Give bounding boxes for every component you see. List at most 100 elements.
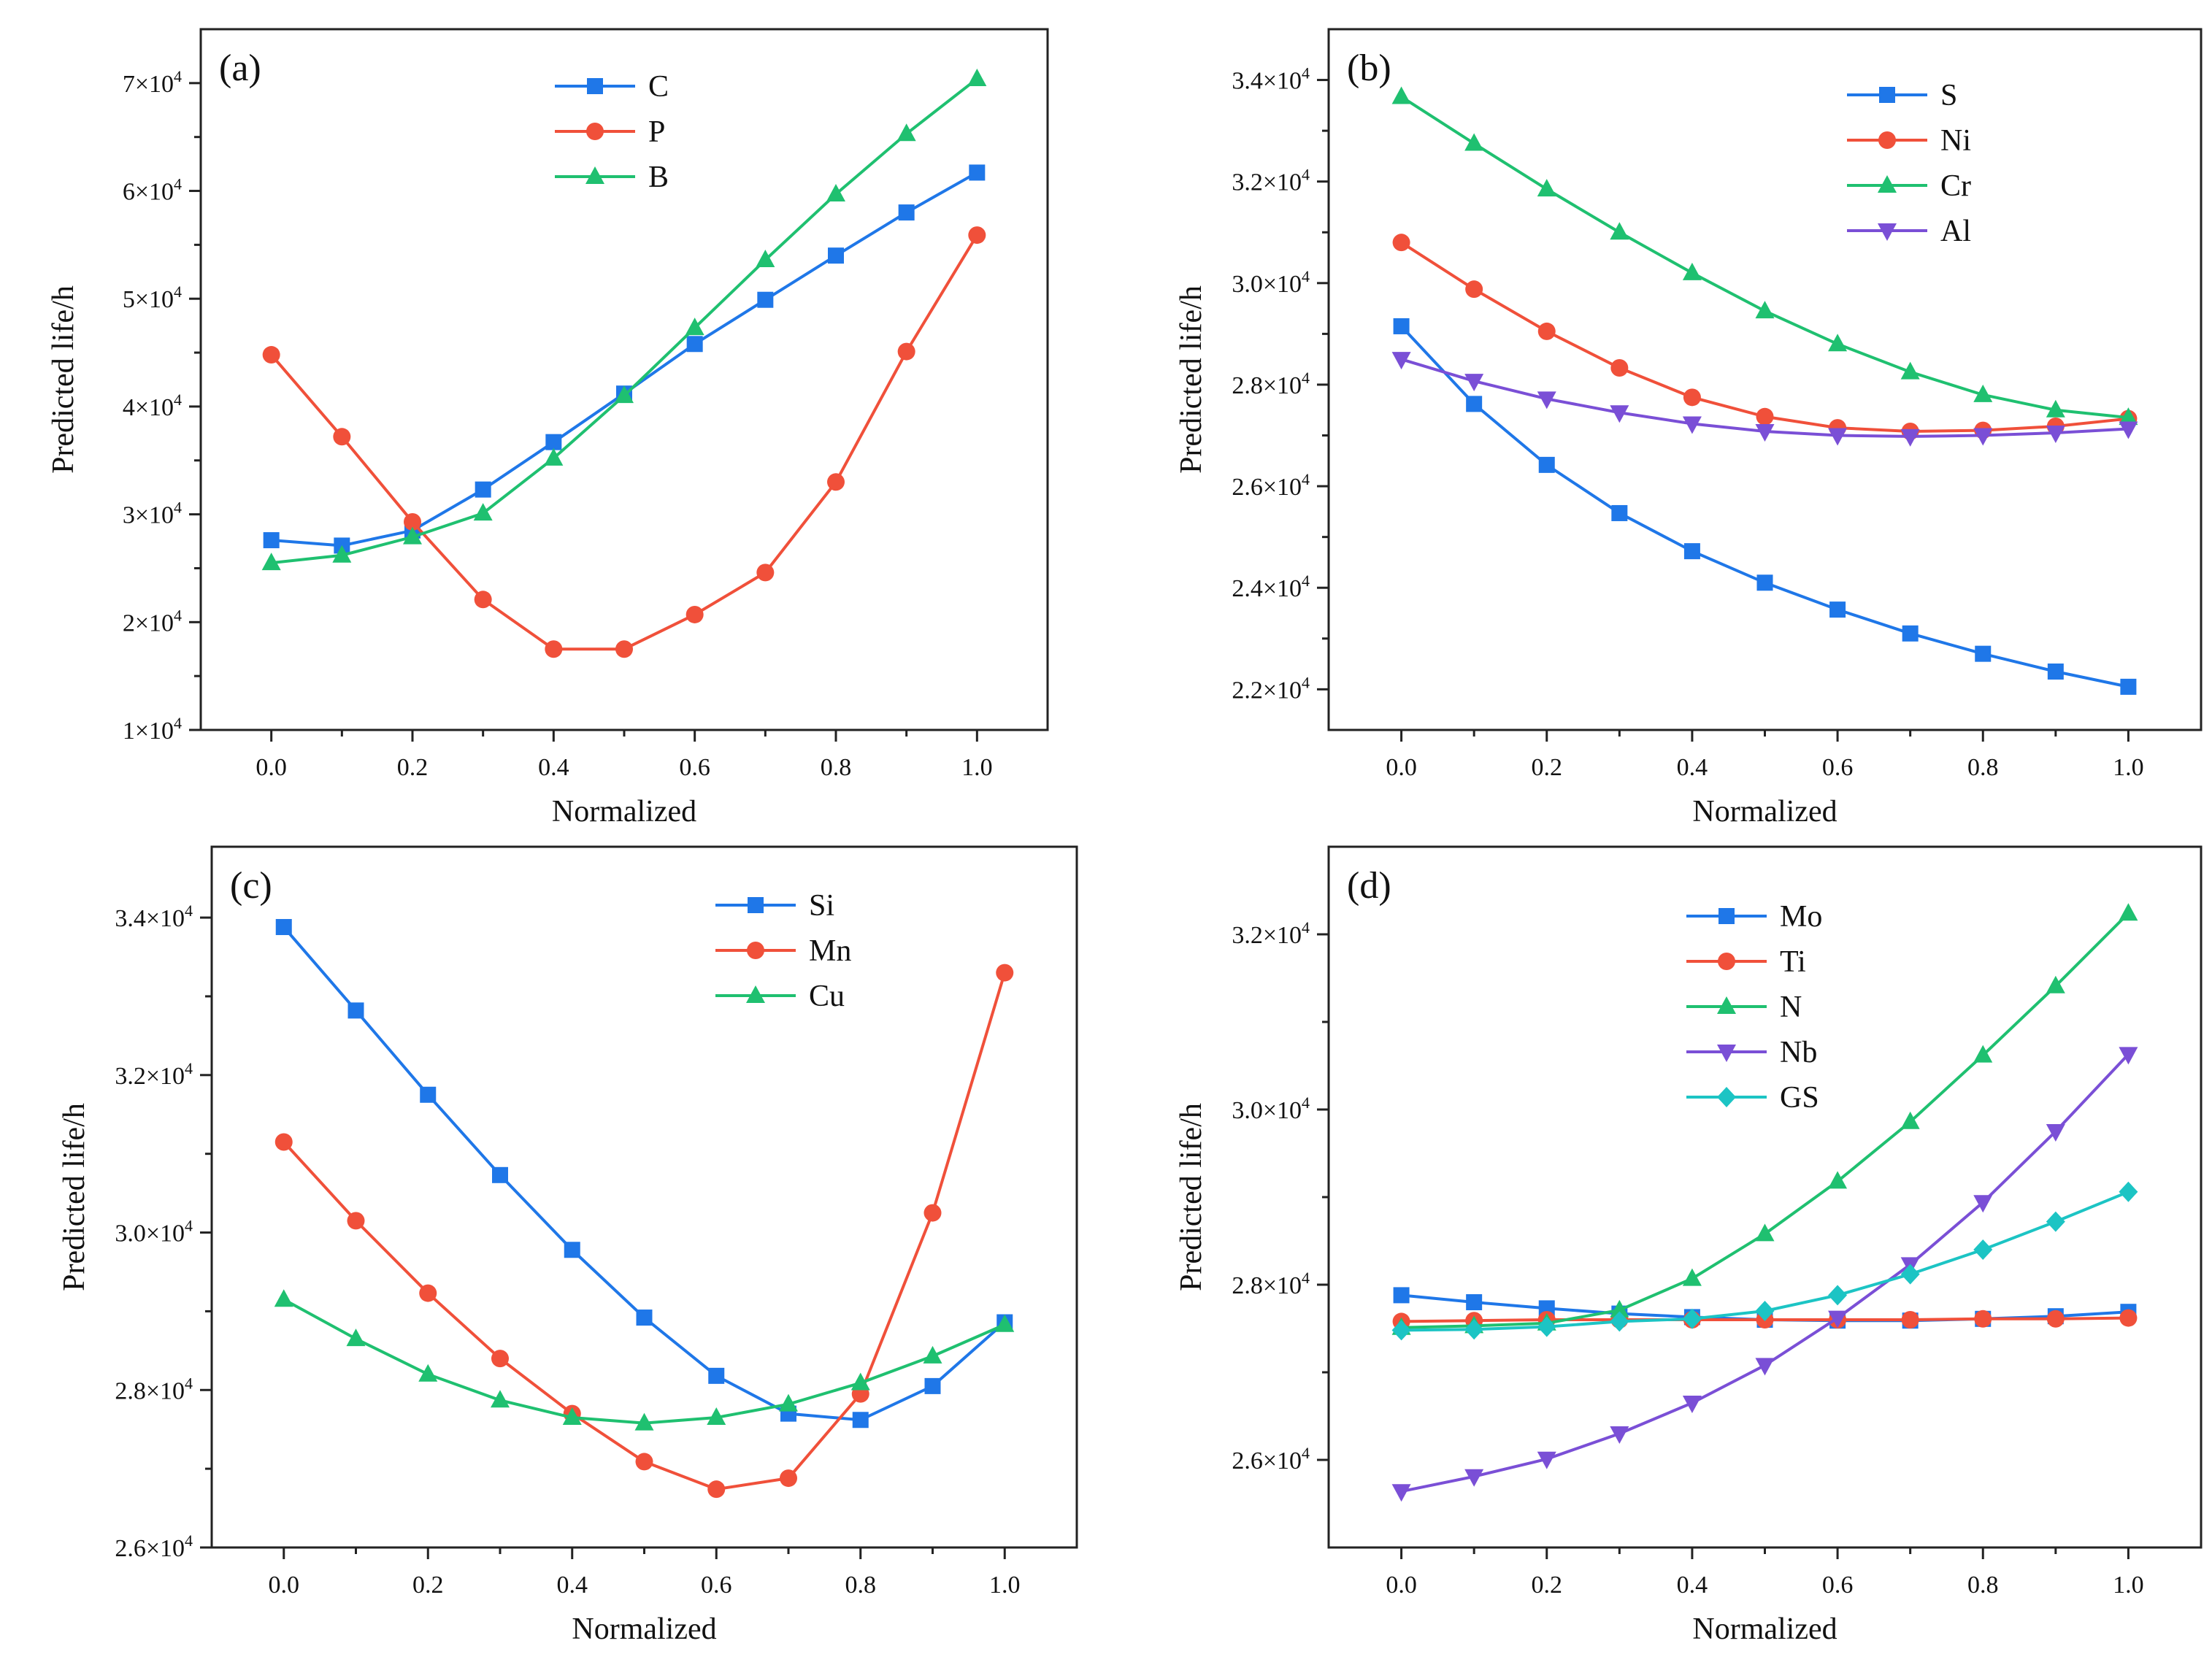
data-point-gs (2119, 1181, 2138, 1202)
data-point-gs (1973, 1239, 1993, 1260)
series-line-nb (1401, 1053, 2130, 1493)
data-point-n (2046, 975, 2065, 993)
data-point-c (828, 247, 844, 264)
x-tick-label: 0.8 (1967, 1572, 1999, 1599)
x-tick-label: 1.0 (2113, 754, 2144, 781)
data-point-cu (491, 1390, 510, 1408)
y-tick-label: 3.0×104 (1232, 267, 1310, 298)
data-point-gs (1682, 1308, 1702, 1329)
legend-marker (1878, 175, 1897, 193)
data-point-b (403, 526, 422, 545)
data-point-cu (562, 1407, 582, 1426)
data-point-al (1828, 428, 1848, 446)
x-tick-label: 0.2 (412, 1572, 444, 1599)
data-point-mn (707, 1480, 726, 1499)
legend-label: S (1940, 79, 1957, 112)
legend-marker (585, 166, 604, 184)
data-point-ti (2046, 1310, 2065, 1328)
data-point-c (969, 164, 986, 181)
series-si (275, 919, 1013, 1428)
data-point-s (1683, 543, 1700, 560)
legend-label: B (648, 161, 669, 194)
panel-label: (b) (1347, 47, 1391, 89)
data-point-b (544, 447, 564, 466)
series-line-cr (1400, 95, 2129, 420)
legend-marker (1878, 223, 1897, 241)
data-point-c (545, 434, 562, 450)
data-point-c (757, 291, 774, 308)
data-point-cr (2046, 399, 2065, 418)
y-tick-label: 3.2×104 (1232, 918, 1310, 949)
x-tick-label: 0.2 (1532, 754, 1563, 781)
panel-label: (c) (230, 865, 272, 907)
data-point-n (1973, 1045, 1993, 1063)
series-cr (1391, 86, 2138, 426)
data-point-ti (2119, 1309, 2138, 1327)
data-point-ni (1537, 322, 1556, 340)
x-tick-label: 1.0 (961, 754, 993, 781)
data-point-al (1900, 428, 1920, 447)
x-tick-label: 0.0 (256, 754, 287, 781)
data-point-s (1756, 574, 1773, 591)
data-point-ni (1465, 280, 1483, 299)
data-point-s (1466, 396, 1483, 412)
legend: Mo Ti N Nb GS (1686, 900, 1822, 1115)
series-nb (1391, 1047, 2138, 1502)
data-point-si (275, 919, 292, 936)
panel-label: (a) (219, 47, 261, 89)
data-point-c (898, 204, 915, 221)
data-point-al (1682, 416, 1702, 434)
data-point-s (2120, 678, 2137, 695)
data-point-nb (1391, 1484, 1411, 1502)
series-line-mn (283, 972, 1007, 1491)
data-point-b (826, 183, 845, 201)
y-tick-label: 2×104 (123, 606, 182, 637)
legend-marker (748, 897, 764, 913)
y-tick-label: 2.6×104 (115, 1531, 193, 1562)
x-tick-label: 0.8 (845, 1572, 877, 1599)
y-tick-label: 5×104 (123, 282, 182, 313)
y-tick-label: 2.2×104 (1232, 673, 1310, 704)
data-point-cu (418, 1364, 438, 1382)
data-point-s (1611, 504, 1628, 521)
data-point-gs (1610, 1311, 1629, 1332)
data-point-cr (1391, 86, 1411, 104)
data-point-cr (1973, 384, 1993, 402)
y-tick-label: 3.0×104 (115, 1217, 193, 1247)
y-tick-label: 3.2×104 (1232, 166, 1310, 196)
x-tick-label: 0.6 (679, 754, 710, 781)
legend-label: N (1780, 991, 1802, 1024)
data-point-mn (419, 1284, 437, 1302)
data-point-cr (1682, 262, 1702, 280)
data-point-cr (1464, 133, 1484, 151)
y-tick-label: 4×104 (123, 391, 182, 421)
data-point-nb (1537, 1451, 1556, 1469)
data-point-cr (1610, 222, 1629, 240)
data-point-b (473, 503, 493, 521)
data-point-nb (1755, 1358, 1775, 1376)
data-point-nb (2046, 1124, 2065, 1142)
data-point-nb (1828, 1310, 1848, 1328)
legend-label: GS (1780, 1081, 1819, 1115)
legend-label: C (648, 70, 669, 104)
data-point-cr (1900, 361, 1920, 380)
data-point-p (756, 564, 775, 582)
x-axis-title: Normalized (552, 795, 696, 828)
data-point-b (896, 123, 916, 142)
data-point-ti (1974, 1310, 1992, 1328)
legend: CPB (555, 70, 669, 194)
data-point-ni (1683, 388, 1701, 407)
plot-frame (1327, 845, 2203, 1549)
x-tick-label: 0.2 (1532, 1572, 1563, 1599)
y-axis-title: Predicted life/h (58, 1103, 91, 1291)
x-tick-label: 0.6 (701, 1572, 732, 1599)
data-point-mo (1393, 1287, 1410, 1304)
data-point-nb (1610, 1426, 1629, 1444)
data-point-b (332, 545, 352, 563)
panel-b: 0.0 0.2 0.4 0.6 0.8 1.0 2.2×104 2.4×104 2.6×104 2… (1175, 28, 2203, 828)
series-line-c (271, 171, 978, 547)
y-tick-label: 1×104 (123, 714, 182, 745)
plot-frame (199, 28, 1049, 731)
data-point-p (686, 605, 704, 623)
